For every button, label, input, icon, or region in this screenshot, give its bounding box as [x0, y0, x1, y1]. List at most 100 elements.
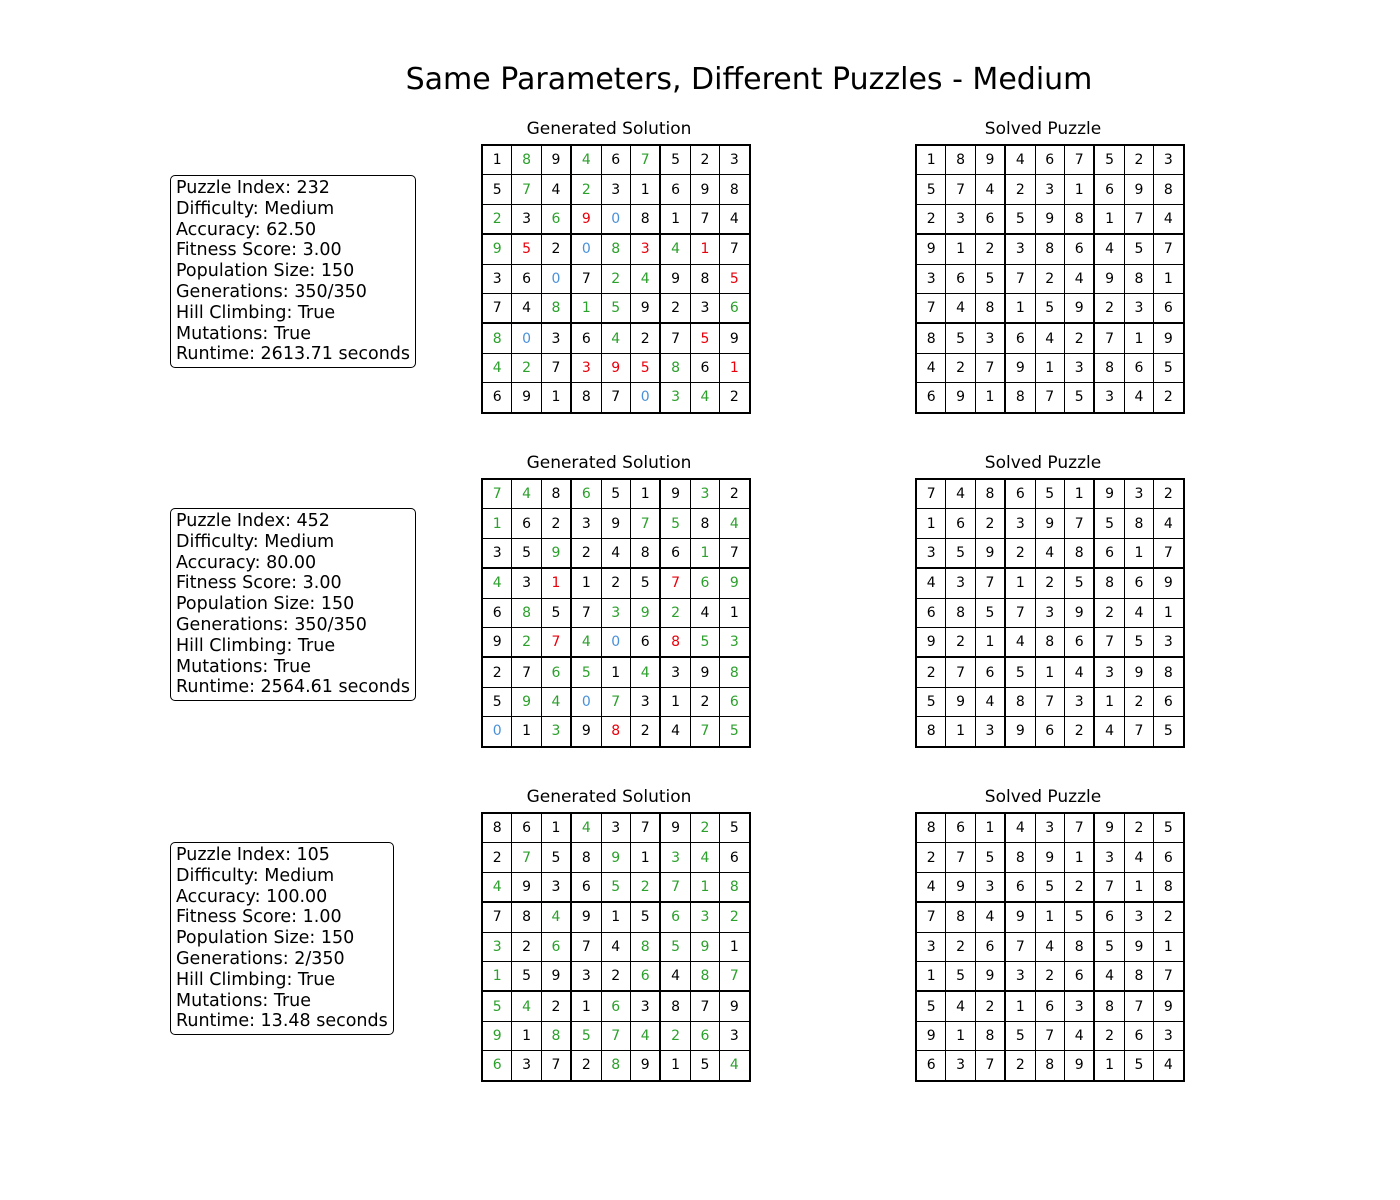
grid-cell: 1: [600, 656, 631, 688]
grid-cell: 3: [629, 990, 661, 1022]
grid-cell: 8: [1153, 871, 1185, 903]
grid-cell: 5: [570, 656, 602, 688]
grid-cell: 1: [1093, 203, 1125, 235]
grid-cell: 3: [719, 626, 751, 658]
grid-cell: 3: [689, 901, 721, 933]
grid-cell: 6: [511, 812, 542, 844]
grid-cell: 9: [915, 626, 947, 658]
grid-cell: 1: [1063, 174, 1095, 205]
grid-cell: 3: [1063, 686, 1095, 718]
grid-cell: 6: [719, 686, 751, 718]
grid-cell: 5: [719, 263, 751, 294]
grid-cell: 7: [1063, 144, 1095, 176]
grid-cell: 9: [511, 382, 542, 414]
grid-cell: 5: [1063, 382, 1095, 414]
grid-cell: 3: [915, 263, 947, 294]
grid-cell: 3: [1004, 508, 1036, 539]
info-line: Accuracy: 62.50: [176, 219, 317, 240]
grid-cell: 5: [600, 478, 631, 510]
grid-cell: 2: [481, 656, 513, 688]
grid-cell: 3: [915, 537, 947, 569]
grid-cell: 3: [1004, 960, 1036, 992]
grid-cell: 2: [570, 174, 602, 205]
grid-cell: 6: [1063, 233, 1095, 265]
grid-cell: 4: [1153, 203, 1185, 235]
grid-cell: 3: [659, 842, 691, 873]
grid-cell: 6: [1153, 292, 1185, 324]
grid-cell: 9: [1153, 322, 1185, 354]
grid-cell: 1: [1123, 322, 1155, 354]
grid-cell: 9: [600, 842, 631, 873]
info-line: Generations: 350/350: [176, 614, 367, 635]
grid-cell: 5: [659, 931, 691, 962]
grid-cell: 7: [974, 1050, 1006, 1082]
grid-cell: 2: [915, 203, 947, 235]
grid-cell: 1: [945, 716, 976, 748]
grid-cell: 3: [629, 686, 661, 718]
grid-cell: 1: [1123, 871, 1155, 903]
grid-cell: 2: [1004, 174, 1036, 205]
grid-cell: 0: [629, 382, 661, 414]
grid-cell: 8: [974, 478, 1006, 510]
grid-cell: 3: [974, 322, 1006, 354]
grid-cell: 8: [1153, 174, 1185, 205]
grid-cell: 8: [570, 382, 602, 414]
grid-cell: 6: [974, 931, 1006, 962]
grid-cell: 2: [945, 352, 976, 384]
grid-cell: 3: [945, 203, 976, 235]
grid-cell: 4: [1063, 263, 1095, 294]
grid-cell: 8: [481, 812, 513, 844]
grid-cell: 1: [945, 1020, 976, 1052]
grid-cell: 4: [1004, 812, 1036, 844]
grid-cell: 5: [481, 990, 513, 1022]
grid-cell: 1: [974, 382, 1006, 414]
info-line: Population Size: 150: [176, 594, 355, 615]
grid-cell: 9: [974, 537, 1006, 569]
grid-cell: 2: [1123, 144, 1155, 176]
puzzle-info-box: Puzzle Index: 452 Difficulty: Medium Accur…: [170, 508, 417, 702]
grid-cell: 4: [511, 292, 542, 324]
grid-cell: 8: [915, 812, 947, 844]
grid-cell: 5: [629, 352, 661, 384]
grid-cell: 7: [540, 626, 572, 658]
grid-cell: 7: [945, 174, 976, 205]
grid-cell: 7: [570, 597, 602, 628]
grid-cell: 1: [719, 931, 751, 962]
grid-cell: 6: [511, 263, 542, 294]
grid-cell: 8: [540, 1020, 572, 1052]
grid-cell: 8: [540, 478, 572, 510]
grid-cell: 4: [689, 382, 721, 414]
grid-cell: 1: [1034, 656, 1065, 688]
grid-cell: 6: [1004, 478, 1036, 510]
grid-cell: 9: [570, 203, 602, 235]
grid-cell: 5: [1123, 626, 1155, 658]
grid-cell: 6: [689, 1020, 721, 1052]
grid-cell: 4: [659, 960, 691, 992]
grid-cell: 9: [1153, 567, 1185, 599]
grid-cell: 3: [1153, 1020, 1185, 1052]
grid-cell: 9: [689, 931, 721, 962]
grid-cell: 7: [481, 901, 513, 933]
grid-cell: 1: [1063, 478, 1095, 510]
grid-cell: 4: [629, 1020, 661, 1052]
grid-cell: 4: [570, 812, 602, 844]
grid-cell: 5: [540, 597, 572, 628]
grid-cell: 4: [1034, 322, 1065, 354]
grid-cell: 4: [481, 567, 513, 599]
grid-cell: 3: [511, 203, 542, 235]
grid-cell: 4: [974, 901, 1006, 933]
grid-cell: 4: [689, 597, 721, 628]
solved-puzzle-title: Solved Puzzle: [984, 787, 1102, 807]
grid-cell: 1: [511, 716, 542, 748]
grid-cell: 4: [1004, 626, 1036, 658]
info-line: Difficulty: Medium: [176, 531, 335, 552]
grid-cell: 7: [659, 871, 691, 903]
grid-cell: 9: [719, 322, 751, 354]
grid-cell: 4: [659, 716, 691, 748]
grid-cell: 3: [600, 597, 631, 628]
